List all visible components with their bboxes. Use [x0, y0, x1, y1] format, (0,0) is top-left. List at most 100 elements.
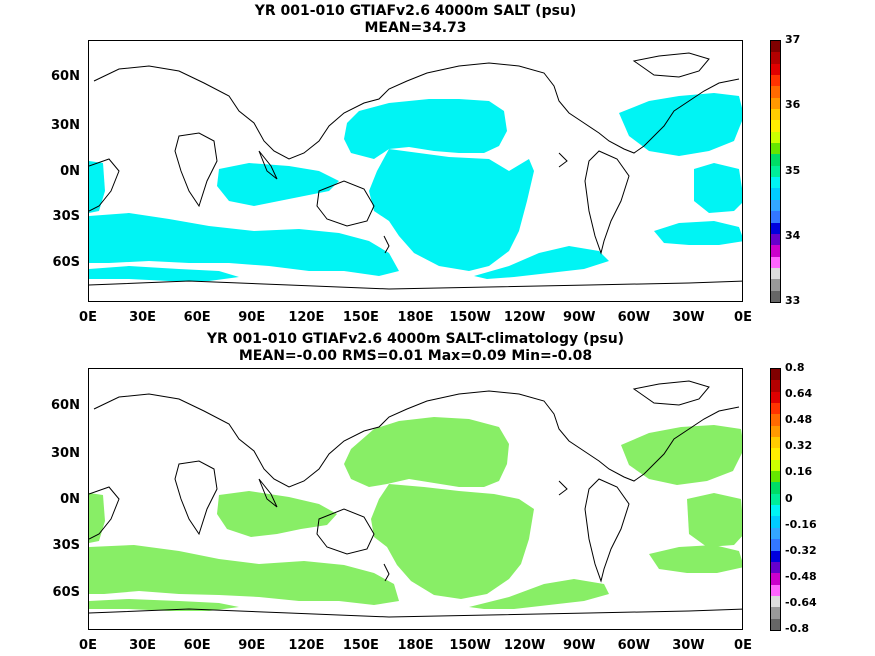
panel1-land — [89, 52, 742, 290]
panel2-colorbar-tick-label: 0.48 — [785, 413, 813, 427]
panel1-colorbar-segment — [771, 131, 780, 144]
panel1-colorbar-segment — [771, 177, 780, 189]
panel1-colorbar-segment — [771, 279, 780, 291]
panel2-colorbar-segment — [771, 505, 780, 517]
panel2-colorbar — [770, 368, 781, 631]
panel1-colorbar-segment — [771, 75, 780, 87]
panel2-colorbar-tick-label: -0.48 — [785, 569, 817, 583]
panel2-colorbar-segment — [771, 573, 780, 585]
panel2-lat-label: 30N — [51, 446, 80, 461]
panel2-colorbar-segment — [771, 471, 780, 483]
panel2-colorbar-segment — [771, 539, 780, 551]
panel2-colorbar-tick-label: 0.32 — [785, 439, 813, 453]
panel2-colorbar-segment — [771, 369, 780, 381]
panel1-colorbar-segment — [771, 63, 780, 76]
panel1-lat-label: 30S — [52, 209, 80, 224]
panel1-colorbar-segment — [771, 165, 780, 178]
panel1-lat-label: 60S — [52, 255, 80, 270]
panel2-map — [88, 368, 743, 630]
panel1-colorbar-segment — [771, 109, 780, 121]
panel2-colorbar-segment — [771, 516, 780, 528]
panel2-subtitle: MEAN=-0.00 RMS=0.01 Max=0.09 Min=-0.08 — [238, 348, 593, 364]
panel2-field — [89, 417, 742, 611]
panel1-lon-label: 0E — [734, 310, 752, 325]
panel2-lat-label: 60N — [51, 398, 80, 413]
panel1-lon-label: 120E — [288, 310, 325, 325]
panel1-colorbar-segment — [771, 199, 780, 212]
panel2-lon-label: 180E — [397, 638, 434, 653]
panel2-colorbar-tick-label: 0.8 — [785, 361, 805, 374]
panel1-colorbar-segment — [771, 222, 780, 234]
panel1-lat-label: 0N — [60, 164, 80, 179]
panel1-colorbar — [770, 40, 781, 303]
panel2-colorbar-segment — [771, 607, 780, 619]
panel2-colorbar-segment — [771, 380, 780, 392]
panel2-colorbar-tick-label: -0.16 — [785, 517, 817, 531]
panel1-colorbar-segment — [771, 233, 780, 246]
panel1-subtitle: MEAN=34.73 — [364, 20, 467, 36]
panel2-colorbar-segment — [771, 448, 780, 460]
panel1-colorbar-segment — [771, 52, 780, 64]
panel2-colorbar-segment — [771, 493, 780, 506]
panel2-lon-label: 120W — [503, 638, 546, 653]
panel2-lat-label: 30S — [52, 538, 80, 553]
panel2-lon-label: 30W — [672, 638, 705, 653]
panel1-lon-label: 30W — [672, 310, 705, 325]
panel2-colorbar-tick-label: 0.64 — [785, 387, 813, 401]
panel1-lat-label: 60N — [51, 69, 80, 84]
panel1-colorbar-tick-label: 33 — [785, 294, 801, 307]
panel2-colorbar-segment — [771, 618, 780, 630]
panel1-colorbar-tick-label: 36 — [785, 98, 801, 112]
panel1-colorbar-segment — [771, 97, 780, 110]
panel1-colorbar-segment — [771, 256, 780, 268]
panel1-lon-label: 60E — [183, 310, 211, 325]
panel1-colorbar-segment — [771, 290, 780, 302]
panel1-lat-label: 30N — [51, 118, 80, 133]
panel1-title: YR 001-010 GTIAFv2.6 4000m SALT (psu) — [254, 3, 577, 19]
panel2-title: YR 001-010 GTIAFv2.6 4000m SALT-climatol… — [206, 331, 625, 347]
panel1-colorbar-segment — [771, 267, 780, 280]
panel2-lon-label: 60W — [617, 638, 651, 653]
panel1-lon-label: 150E — [342, 310, 379, 325]
panel1-colorbar-segment — [771, 143, 780, 155]
panel2-colorbar-tick-label: -0.32 — [785, 543, 817, 557]
panel2-colorbar-segment — [771, 482, 780, 494]
panel2-colorbar-segment — [771, 584, 780, 596]
panel2-colorbar-segment — [771, 561, 780, 574]
panel1-colorbar-tick-label: 37 — [785, 33, 801, 46]
panel2-colorbar-tick-label: 0.16 — [785, 465, 813, 479]
panel2-lon-label: 150W — [449, 638, 491, 653]
panel1-lon-label: 30E — [129, 310, 157, 325]
panel2-lon-label: 0E — [79, 638, 97, 653]
panel2-lat-label: 60S — [52, 585, 80, 600]
panel1-colorbar-segment — [771, 245, 780, 257]
panel2-colorbar-tick-label: -0.64 — [785, 595, 817, 609]
panel1-colorbar-segment — [771, 86, 780, 98]
panel2-lat-label: 0N — [60, 492, 80, 507]
panel1-map-svg — [89, 52, 742, 290]
panel2-land — [89, 380, 742, 618]
panel1-colorbar-segment — [771, 188, 780, 200]
panel2-colorbar-tick-label: 0 — [785, 491, 793, 505]
panel2-colorbar-segment — [771, 403, 780, 415]
panel2-colorbar-tick-label: -0.8 — [785, 622, 810, 635]
panel1-lon-label: 60W — [617, 310, 651, 325]
panel2-map-svg — [89, 380, 742, 618]
panel2-colorbar-segment — [771, 595, 780, 608]
panel2-colorbar-segment — [771, 414, 780, 426]
panel1-lon-label: 90W — [563, 310, 596, 325]
panel2-lon-label: 150E — [342, 638, 379, 653]
panel2-colorbar-segment — [771, 459, 780, 472]
panel1-lon-label: 0E — [79, 310, 97, 325]
panel1-colorbar-segment — [771, 211, 780, 223]
panel1-lon-label: 120W — [503, 310, 546, 325]
panel1-colorbar-segment — [771, 154, 780, 166]
panel1-colorbar-segment — [771, 120, 780, 132]
panel2-lon-label: 60E — [183, 638, 211, 653]
panel1-colorbar-tick-label: 34 — [785, 228, 801, 242]
panel2-colorbar-segment — [771, 391, 780, 404]
panel1-map — [88, 40, 743, 302]
panel2-colorbar-segment — [771, 550, 780, 562]
panel1-lon-label: 150W — [449, 310, 491, 325]
panel2-lon-label: 30E — [129, 638, 157, 653]
